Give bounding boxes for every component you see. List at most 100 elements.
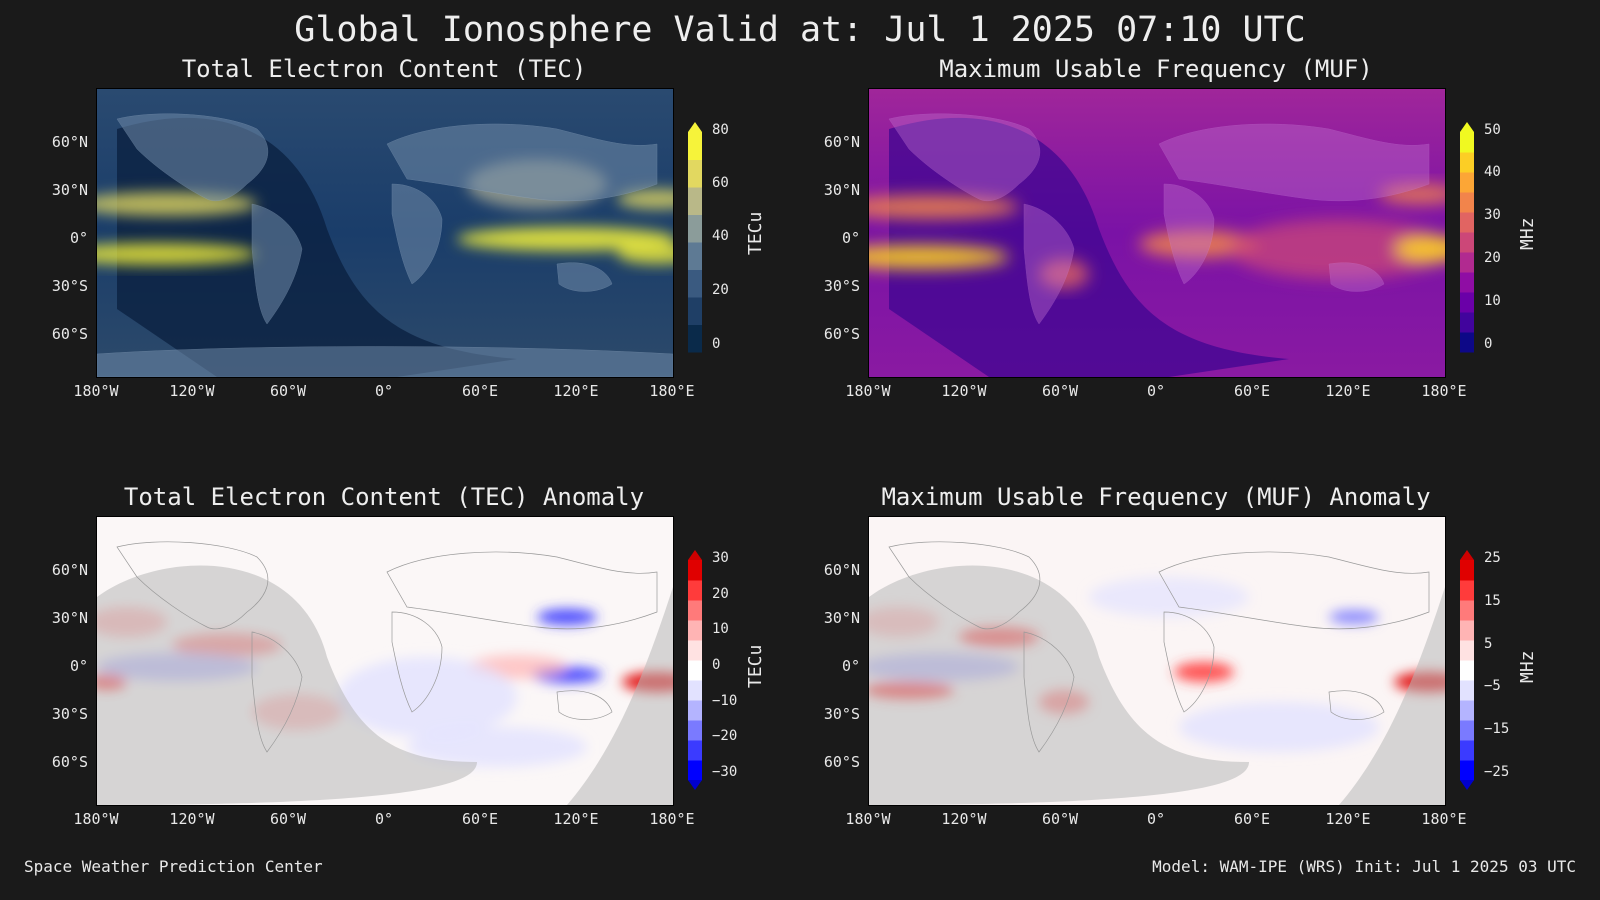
colorbar-segment bbox=[1460, 292, 1474, 313]
tec-cbar-tick-0: 0 bbox=[712, 336, 721, 352]
colorbar-segment bbox=[688, 600, 702, 621]
page-title: Global Ionosphere Valid at: Jul 1 2025 0… bbox=[294, 10, 1306, 50]
lat-label-30s: 30°S bbox=[51, 277, 88, 295]
muf-anomaly-cbar-unit: MHz bbox=[1517, 650, 1538, 683]
lat-label-60n: 60°N bbox=[823, 133, 860, 151]
colorbar-segment bbox=[688, 660, 702, 681]
tec-colorbar bbox=[688, 122, 702, 353]
colorbar-segment bbox=[1460, 600, 1474, 621]
tec-anomaly-colorbar bbox=[688, 550, 702, 790]
tec-anomaly-cbar-tick-neg10: −10 bbox=[712, 693, 738, 709]
tec-anomaly-panel-title: Total Electron Content (TEC) Anomaly bbox=[123, 483, 645, 511]
colorbar-segment bbox=[1460, 272, 1474, 293]
lon-label-0: 0° bbox=[1146, 382, 1166, 400]
muf-panel: Maximum Usable Frequency (MUF) bbox=[772, 50, 1552, 450]
colorbar-segment bbox=[688, 297, 702, 325]
lat-label-60n: 60°N bbox=[51, 133, 88, 151]
lat-label-30s: 30°S bbox=[823, 705, 860, 723]
footer-model-info: Model: WAM-IPE (WRS) Init: Jul 1 2025 03… bbox=[1152, 857, 1576, 876]
muf-anomaly-cbar-tick-25: 25 bbox=[1484, 550, 1501, 566]
colorbar-segment bbox=[1460, 740, 1474, 761]
colorbar-segment bbox=[1460, 680, 1474, 701]
muf-panel-title: Maximum Usable Frequency (MUF) bbox=[939, 55, 1373, 83]
muf-anomaly-panel: Maximum Usable Frequency (MUF) Anomaly bbox=[772, 478, 1552, 878]
tec-cbar-tick-80: 80 bbox=[712, 122, 729, 138]
lon-label-60e: 60°E bbox=[1233, 382, 1271, 400]
lat-label-60s: 60°S bbox=[823, 753, 860, 771]
tec-map bbox=[96, 88, 674, 378]
muf-anomaly-cbar-tick-15: 15 bbox=[1484, 593, 1501, 609]
lon-label-60e: 60°E bbox=[1233, 810, 1271, 828]
lon-label-120w: 120°W bbox=[941, 382, 987, 400]
muf-anomaly-map bbox=[868, 516, 1446, 806]
muf-cbar-tick-40: 40 bbox=[1484, 164, 1501, 180]
lon-label-180w: 180°W bbox=[845, 810, 891, 828]
muf-night-shade bbox=[889, 117, 1289, 377]
lat-label-0: 0° bbox=[69, 657, 88, 675]
lon-label-180w: 180°W bbox=[73, 810, 119, 828]
lon-label-180w: 180°W bbox=[73, 382, 119, 400]
colorbar-segment bbox=[688, 132, 702, 160]
muf-cbar-tick-20: 20 bbox=[1484, 250, 1501, 266]
lon-label-60w: 60°W bbox=[1041, 382, 1079, 400]
colorbar-segment bbox=[1460, 620, 1474, 641]
lon-label-0: 0° bbox=[374, 810, 394, 828]
tec-anomaly-cbar-tick-20: 20 bbox=[712, 586, 729, 602]
lon-label-0: 0° bbox=[1146, 810, 1166, 828]
tec-anomaly-cbar-tick-10: 10 bbox=[712, 621, 729, 637]
colorbar-segment bbox=[1460, 232, 1474, 253]
colorbar-segment bbox=[1460, 132, 1474, 153]
muf-continents bbox=[888, 113, 1430, 325]
colorbar-segment bbox=[1460, 192, 1474, 213]
lon-label-0: 0° bbox=[374, 382, 394, 400]
lon-label-60w: 60°W bbox=[269, 810, 307, 828]
lon-label-60e: 60°E bbox=[461, 810, 499, 828]
lon-label-180w: 180°W bbox=[845, 382, 891, 400]
lat-label-60n: 60°N bbox=[51, 561, 88, 579]
lon-label-120w: 120°W bbox=[169, 382, 215, 400]
muf-cbar-unit: MHz bbox=[1517, 217, 1538, 250]
muf-map bbox=[868, 88, 1446, 378]
colorbar-segment bbox=[688, 187, 702, 215]
muf-anomaly-night-shade bbox=[869, 565, 1445, 805]
colorbar-extend-bottom bbox=[688, 780, 702, 790]
colorbar-segment bbox=[688, 580, 702, 601]
tec-cbar-tick-20: 20 bbox=[712, 282, 729, 298]
lat-label-60s: 60°S bbox=[823, 325, 860, 343]
colorbar-segment bbox=[688, 214, 702, 243]
tec-cbar-tick-60: 60 bbox=[712, 175, 729, 191]
colorbar-segment bbox=[688, 159, 702, 188]
colorbar-segment bbox=[688, 620, 702, 641]
tec-anomaly-cbar-unit: TECu bbox=[745, 644, 766, 688]
colorbar-segment bbox=[1460, 212, 1474, 233]
muf-cbar-tick-50: 50 bbox=[1484, 122, 1501, 138]
lat-label-30n: 30°N bbox=[823, 609, 860, 627]
muf-anomaly-colorbar bbox=[1460, 550, 1474, 790]
muf-anomaly-cbar-tick-neg25: −25 bbox=[1484, 764, 1510, 780]
tec-anomaly-panel: Total Electron Content (TEC) Anomaly bbox=[0, 478, 780, 878]
lat-label-30n: 30°N bbox=[51, 181, 88, 199]
colorbar-segment bbox=[1460, 760, 1474, 781]
tec-anomaly-map bbox=[96, 516, 674, 806]
colorbar-extend-top bbox=[688, 550, 702, 560]
lon-label-180e: 180°E bbox=[1421, 810, 1467, 828]
lon-label-180e: 180°E bbox=[649, 382, 695, 400]
colorbar-segment bbox=[1460, 560, 1474, 581]
colorbar-segment bbox=[688, 242, 702, 270]
lon-label-120w: 120°W bbox=[941, 810, 987, 828]
muf-field bbox=[869, 184, 1445, 289]
lon-label-120w: 120°W bbox=[169, 810, 215, 828]
muf-cbar-tick-30: 30 bbox=[1484, 207, 1501, 223]
colorbar-extend-bottom bbox=[1460, 780, 1474, 790]
colorbar-segment bbox=[688, 700, 702, 721]
lon-label-60w: 60°W bbox=[269, 382, 307, 400]
muf-anomaly-cbar-tick-5: 5 bbox=[1484, 636, 1493, 652]
lon-label-120e: 120°E bbox=[553, 810, 599, 828]
muf-colorbar bbox=[1460, 122, 1474, 353]
footer-credit: Space Weather Prediction Center bbox=[24, 857, 323, 876]
lat-label-0: 0° bbox=[69, 229, 88, 247]
tec-panel-title: Total Electron Content (TEC) bbox=[181, 55, 587, 83]
colorbar-segment bbox=[1460, 152, 1474, 173]
muf-anomaly-cbar-tick-neg15: −15 bbox=[1484, 721, 1510, 737]
colorbar-segment bbox=[1460, 332, 1474, 353]
